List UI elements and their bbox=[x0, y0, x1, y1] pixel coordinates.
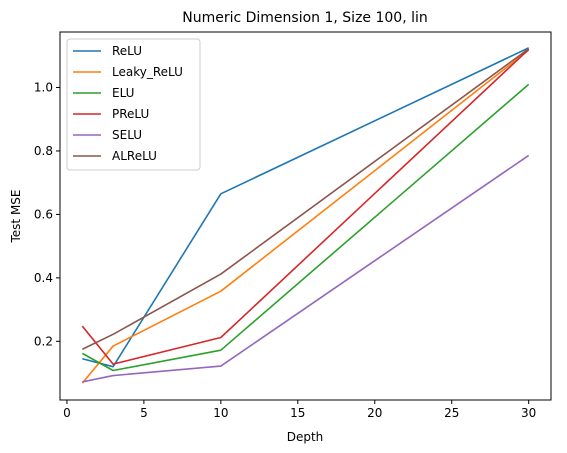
y-tick-label-1: 0.4 bbox=[34, 271, 53, 285]
x-tick-label-2: 10 bbox=[213, 406, 228, 420]
y-axis-title: Test MSE bbox=[9, 190, 23, 244]
y-tick-label-2: 0.6 bbox=[34, 207, 53, 221]
legend-label-5: ALReLU bbox=[112, 149, 157, 163]
legend-label-1: Leaky_ReLU bbox=[112, 65, 183, 79]
y-tick-label-4: 1.0 bbox=[34, 81, 53, 95]
x-tick-label-6: 30 bbox=[521, 406, 536, 420]
legend-label-0: ReLU bbox=[112, 44, 142, 58]
legend-label-2: ELU bbox=[112, 86, 134, 100]
chart-title: Numeric Dimension 1, Size 100, lin bbox=[182, 10, 428, 26]
x-tick-label-0: 0 bbox=[63, 406, 71, 420]
plot-frame bbox=[59, 31, 552, 401]
legend-label-3: PReLU bbox=[112, 107, 149, 121]
x-tick-label-3: 15 bbox=[290, 406, 305, 420]
x-tick-label-5: 25 bbox=[444, 406, 459, 420]
x-tick-label-1: 5 bbox=[140, 406, 148, 420]
legend: ReLU Leaky_ReLU ELU PReLU SELU ALReLU bbox=[66, 38, 201, 171]
y-axis: 0.2 0.4 0.6 0.8 1.0 bbox=[34, 81, 60, 348]
series-line-4 bbox=[82, 154, 530, 383]
x-axis: 0 5 10 15 20 25 30 bbox=[63, 400, 536, 420]
legend-label-4: SELU bbox=[112, 128, 142, 142]
series-line-5 bbox=[81, 48, 530, 350]
series-line-3 bbox=[81, 48, 530, 365]
y-tick-label-3: 0.8 bbox=[34, 144, 53, 158]
y-tick-label-0: 0.2 bbox=[34, 334, 53, 348]
x-tick-label-4: 20 bbox=[367, 406, 382, 420]
x-axis-title: Depth bbox=[287, 430, 324, 444]
series-line-1 bbox=[81, 49, 530, 384]
plot-lines bbox=[81, 47, 530, 384]
series-line-2 bbox=[81, 83, 530, 372]
